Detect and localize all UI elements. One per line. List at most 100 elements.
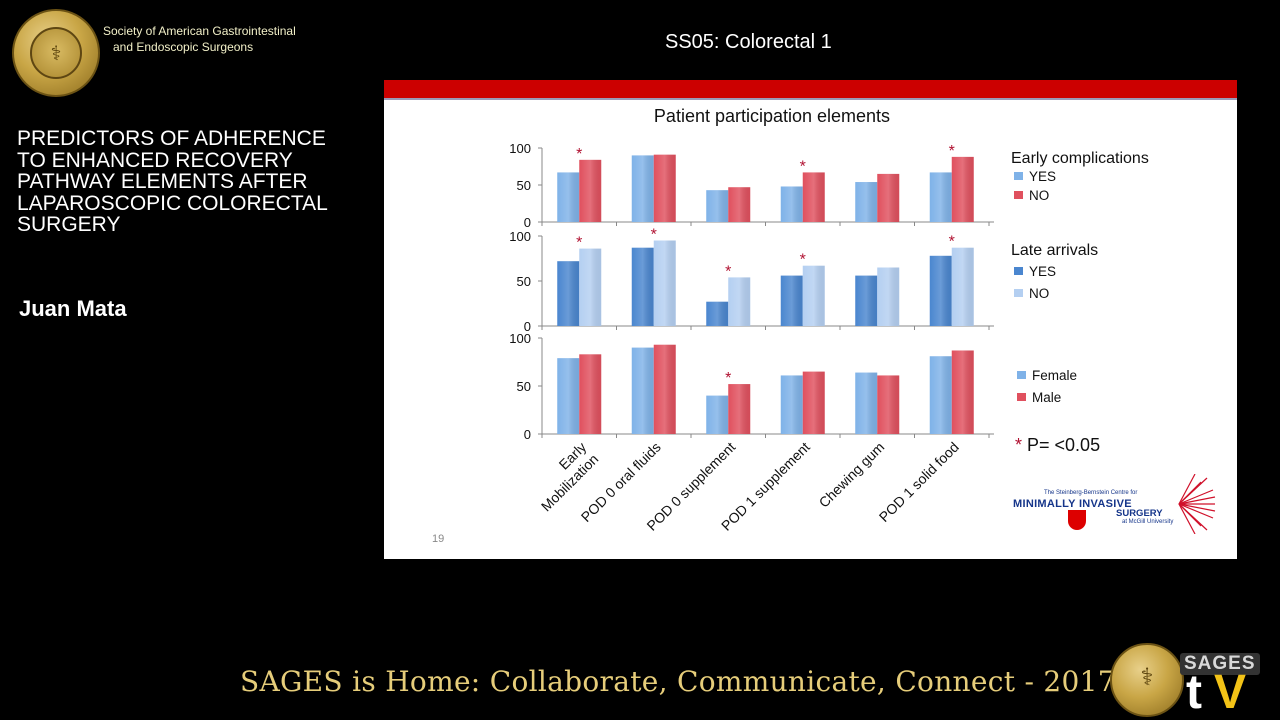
significance-star: *	[651, 227, 657, 244]
society-name: Society of American Gastrointestinal and…	[103, 23, 296, 55]
bar-sheen	[877, 173, 900, 222]
bar-sheen	[557, 172, 580, 222]
slide-header-bar	[384, 80, 1237, 100]
tv-seal-icon: ⚕	[1110, 643, 1184, 717]
legend-label: Female	[1032, 368, 1077, 383]
significance-star: *	[949, 143, 955, 160]
bar-sheen	[706, 190, 729, 222]
legend-swatch	[1014, 289, 1023, 297]
legend-swatch	[1017, 393, 1026, 401]
society-line-1: Society of American Gastrointestinal	[103, 24, 296, 38]
slide-page-number: 19	[432, 533, 444, 545]
slide-title: Patient participation elements	[654, 106, 890, 126]
tv-letter-t: t	[1186, 666, 1202, 719]
logo-line-1: The Steinberg-Bernstein Centre for	[1044, 490, 1138, 496]
bar-sheen	[929, 172, 952, 222]
bar-sheen	[929, 356, 952, 434]
bar-sheen	[855, 372, 878, 434]
bar-sheen	[653, 154, 676, 222]
bar-sheen	[802, 265, 825, 326]
legend-swatch	[1014, 267, 1023, 275]
bar-sheen	[951, 247, 974, 326]
bar-sheen	[877, 267, 900, 326]
tv-brand: SAGES	[1180, 653, 1260, 675]
y-tick-label: 0	[524, 427, 531, 442]
seal-inner: ⚕	[30, 27, 82, 79]
bar-sheen	[951, 350, 974, 434]
bar-sheen	[631, 155, 654, 222]
significance-star: *	[725, 370, 731, 387]
y-tick-label: 0	[524, 319, 531, 334]
y-tick-label: 100	[509, 331, 531, 346]
y-tick-label: 50	[517, 178, 531, 193]
sages-tv-logo: ⚕ SAGES t V	[1108, 641, 1276, 720]
sages-seal-logo: ⚕	[12, 9, 100, 97]
bar-sheen	[929, 255, 952, 326]
bar-sheen	[579, 248, 602, 326]
author-name: Juan Mata	[19, 296, 127, 321]
y-tick-label: 0	[524, 215, 531, 230]
bar-chart: Patient participation elements 0 50 100 * * * E…	[432, 106, 1149, 545]
bar-sheen	[780, 375, 803, 434]
tv-letter-v: V	[1214, 666, 1247, 719]
bar-sheen	[802, 172, 825, 222]
logo-line-2: MINIMALLY INVASIVE	[1013, 498, 1132, 510]
logo-line-3: SURGERY	[1116, 508, 1163, 519]
legend-label: NO	[1029, 286, 1049, 301]
bar-sheen	[780, 275, 803, 326]
talk-title-line: LAPAROSCOPIC COLORECTAL	[17, 191, 328, 215]
x-category-label: POD 1 solid food	[876, 439, 962, 525]
y-tick-label: 100	[509, 229, 531, 244]
presentation-slide: Patient participation elements 0 50 100 * * * E…	[384, 80, 1237, 559]
bar-sheen	[855, 275, 878, 326]
y-tick-label: 50	[517, 274, 531, 289]
bar-sheen	[706, 301, 729, 326]
legend-label: Male	[1032, 390, 1061, 405]
talk-title-line: TO ENHANCED RECOVERY	[17, 148, 293, 172]
significance-star: *	[800, 158, 806, 175]
x-category-label: Chewing gum	[816, 439, 888, 511]
bar-sheen	[728, 277, 751, 326]
bar-sheen	[631, 347, 654, 434]
legend-title: Early complications	[1011, 150, 1149, 167]
bar-sheen	[579, 159, 602, 222]
legend-label: YES	[1029, 264, 1056, 279]
bar-sheen	[706, 395, 729, 434]
tv-seal-mark: ⚕	[1140, 663, 1154, 691]
significance-star: *	[800, 252, 806, 269]
mcgill-centre-logo: The Steinberg-Bernstein Centre for MINIM…	[1011, 474, 1217, 537]
mcgill-shield-icon	[1068, 510, 1086, 530]
bar-sheen	[631, 247, 654, 326]
significance-note: * P= <0.05	[1015, 435, 1100, 455]
y-tick-label: 100	[509, 141, 531, 156]
bar-sheen	[951, 156, 974, 222]
bar-sheen	[653, 344, 676, 434]
talk-title-line: PREDICTORS OF ADHERENCE	[17, 127, 326, 150]
bar-sheen	[653, 240, 676, 326]
significance-star: *	[949, 234, 955, 251]
legend-label: YES	[1029, 169, 1056, 184]
society-line-2: and Endoscopic Surgeons	[113, 40, 254, 54]
session-title: SS05: Colorectal 1	[665, 31, 832, 53]
bar-sheen	[557, 261, 580, 326]
talk-title-line: SURGERY	[17, 213, 121, 236]
bar-sheen	[728, 384, 751, 434]
talk-title: PREDICTORS OF ADHERENCE TO ENHANCED RECO…	[17, 128, 367, 236]
legend-label: NO	[1029, 188, 1049, 203]
conference-tagline: SAGES is Home: Collaborate, Communicate,…	[240, 665, 1116, 698]
significance-star: *	[576, 146, 582, 163]
legend-swatch	[1014, 172, 1023, 180]
bar-sheen	[579, 354, 602, 434]
significance-star: *	[576, 235, 582, 252]
bar-sheen	[780, 186, 803, 222]
talk-title-line: PATHWAY ELEMENTS AFTER	[17, 170, 308, 193]
caduceus-icon: ⚕	[50, 41, 62, 65]
bar-sheen	[728, 187, 751, 222]
legend-swatch	[1014, 191, 1023, 199]
bar-sheen	[802, 371, 825, 434]
bar-sheen	[855, 182, 878, 222]
bar-sheen	[877, 375, 900, 434]
starburst-icon	[1178, 474, 1216, 534]
legend-title: Late arrivals	[1011, 242, 1098, 259]
bar-sheen	[557, 358, 580, 434]
